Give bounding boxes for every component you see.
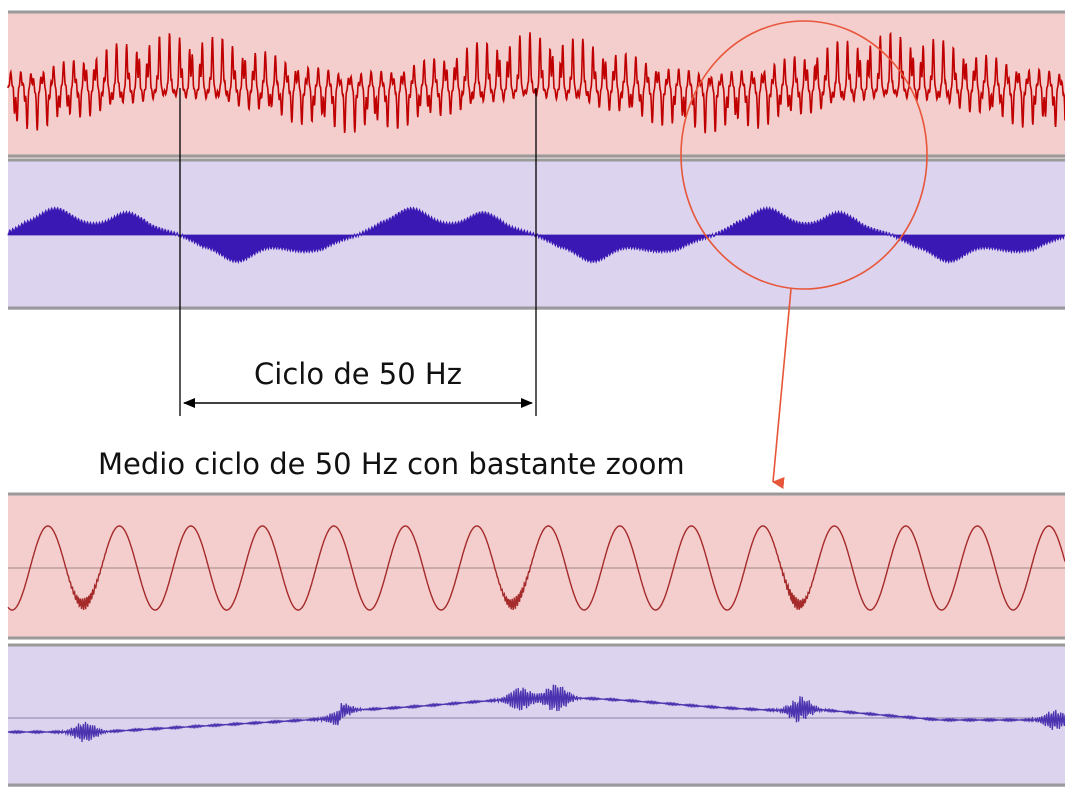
- top-purple-waveform: [7, 205, 1065, 265]
- zoom-red-track: [7, 492, 1065, 640]
- cycle-label: Ciclo de 50 Hz: [254, 357, 462, 391]
- zoom-purple-track: [7, 643, 1065, 787]
- zoom-purple-track-background: [8, 645, 1065, 787]
- zoom-red-waveform: [7, 525, 1065, 611]
- zoom-pointer-arrow-icon: [772, 288, 792, 489]
- zoom-red-track-background: [8, 494, 1065, 639]
- zoom-highlight-circle-icon: [680, 20, 928, 290]
- zoom-label: Medio ciclo de 50 Hz con bastante zoom: [98, 447, 685, 481]
- zoom-purple-waveform: [7, 684, 1065, 743]
